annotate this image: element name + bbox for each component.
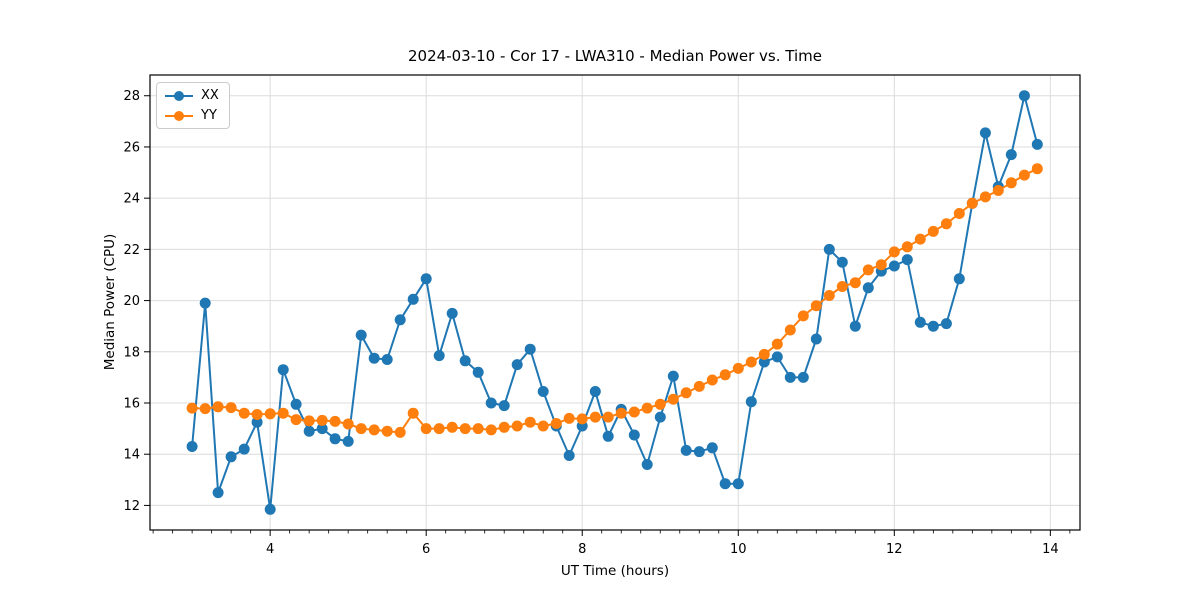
plot-border: [149, 74, 1081, 531]
legend: XX YY: [156, 82, 230, 129]
x-tick-labels: 4 6 8 10 12 14: [266, 542, 1059, 557]
svg-text:16: 16: [123, 396, 140, 411]
y-axis-label: Median Power (CPU): [102, 233, 118, 371]
series-xx: [186, 90, 1043, 515]
svg-text:28: 28: [123, 89, 140, 104]
series-yy: [186, 163, 1043, 438]
legend-label-xx: XX: [201, 88, 219, 103]
chart-title: 2024-03-10 - Cor 17 - LWA310 - Median Po…: [408, 47, 822, 65]
svg-text:10: 10: [730, 542, 747, 557]
x-minor-ticks: [152, 530, 1071, 534]
svg-text:8: 8: [578, 542, 586, 557]
legend-item-xx: XX: [165, 88, 219, 103]
legend-label-yy: YY: [201, 108, 217, 123]
svg-text:22: 22: [123, 243, 140, 258]
series-xx-marker-icon: [165, 90, 193, 102]
svg-text:24: 24: [123, 192, 140, 207]
grid-lines: [150, 75, 1080, 530]
x-axis-label: UT Time (hours): [560, 563, 670, 579]
svg-text:20: 20: [123, 294, 140, 309]
svg-text:12: 12: [886, 542, 903, 557]
svg-text:14: 14: [123, 448, 140, 463]
svg-text:14: 14: [1042, 542, 1059, 557]
svg-text:12: 12: [123, 499, 140, 514]
svg-text:26: 26: [123, 140, 140, 155]
legend-item-yy: YY: [165, 108, 219, 123]
svg-text:18: 18: [123, 345, 140, 360]
y-tick-labels: 12 14 16 18 20 22 24 26 28: [123, 89, 140, 514]
series-yy-marker-icon: [165, 110, 193, 122]
major-ticks: [144, 95, 1051, 536]
svg-text:6: 6: [422, 542, 430, 557]
svg-text:4: 4: [266, 542, 274, 557]
